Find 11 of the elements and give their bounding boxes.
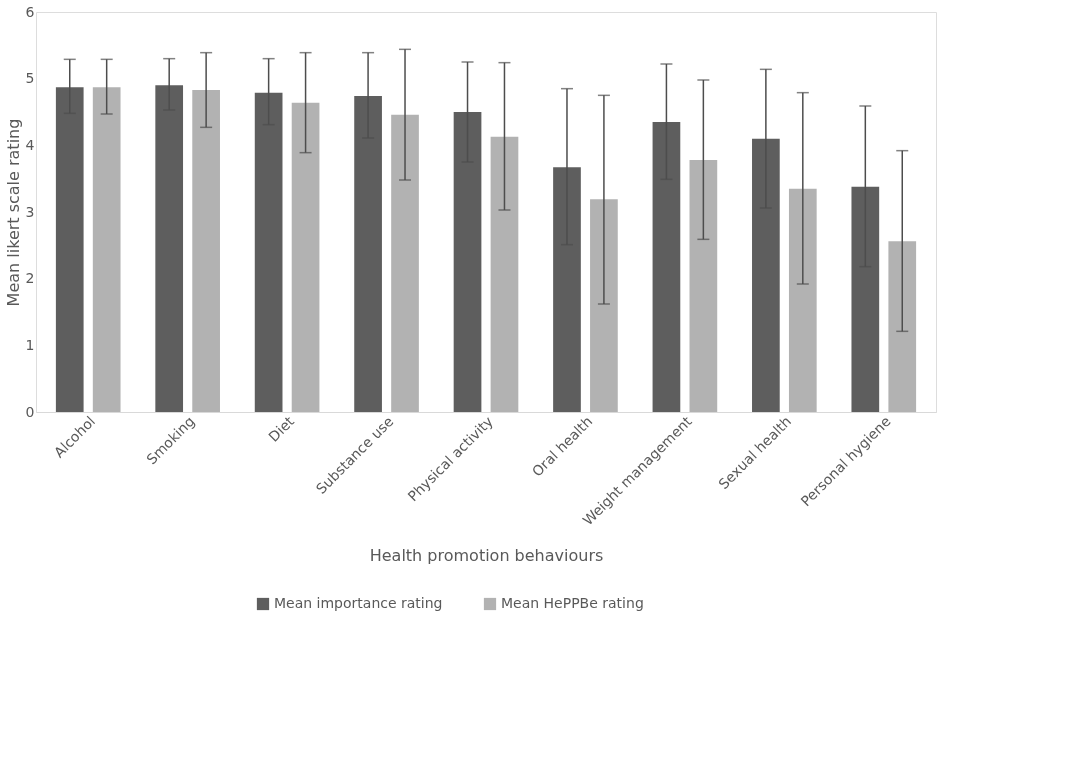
y-tick-label: 2 (25, 270, 35, 287)
legend-label: Mean HePPBe rating (501, 595, 644, 611)
y-tick-label: 6 (25, 3, 35, 20)
y-tick-label: 3 (25, 203, 35, 220)
y-tick-label: 5 (25, 70, 35, 87)
y-tick-label: 0 (25, 403, 35, 420)
x-axis-title: Health promotion behaviours (369, 546, 604, 566)
y-tick-label: 4 (25, 136, 35, 153)
y-axis-title: Mean likert scale rating (3, 118, 23, 307)
y-tick-label: 1 (25, 336, 35, 353)
legend-label: Mean importance rating (274, 595, 443, 611)
